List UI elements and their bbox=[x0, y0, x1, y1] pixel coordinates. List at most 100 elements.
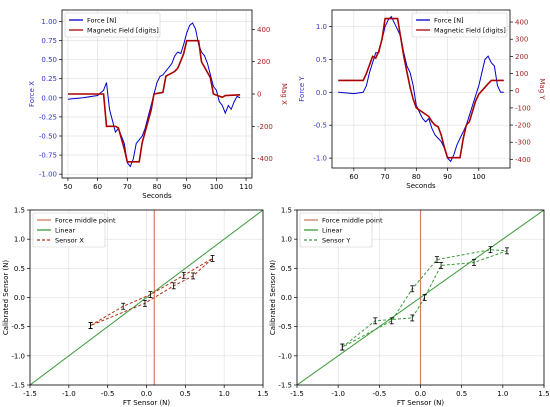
x-tick-label: 90 bbox=[182, 183, 191, 191]
legend-label: Linear bbox=[322, 227, 343, 235]
y2-tick-label: -200 bbox=[257, 123, 273, 131]
series-group bbox=[30, 210, 263, 385]
series-group bbox=[338, 15, 504, 163]
x-tick-label: -1.0 bbox=[62, 390, 76, 398]
legend-label: Force [N] bbox=[434, 17, 464, 25]
x-tick-label: -1.0 bbox=[331, 390, 345, 398]
y-tick-label: 1.0 bbox=[14, 236, 25, 244]
legend-label: Sensor Y bbox=[322, 237, 350, 245]
legend: Force middle point Linear Sensor Y bbox=[299, 212, 383, 248]
legend-label: Magnetic Field [digits] bbox=[434, 27, 506, 35]
legend-label: Linear bbox=[55, 227, 76, 235]
y-tick-label: 1.00 bbox=[41, 18, 57, 26]
y-tick-label: 0.0 bbox=[316, 89, 327, 97]
y-tick-label: 0.5 bbox=[316, 56, 327, 64]
x-tick-label: -1.5 bbox=[290, 390, 304, 398]
x-tick-label: 1.5 bbox=[257, 390, 268, 398]
y2-tick-label: 100 bbox=[515, 70, 528, 78]
y-tick-label: -0.50 bbox=[39, 133, 57, 141]
x-tick-label: 60 bbox=[349, 173, 358, 181]
x-tick-label: 110 bbox=[239, 183, 252, 191]
y2-tick-label: 400 bbox=[515, 19, 528, 27]
y-axis-label: Calibrated Sensor (N) bbox=[269, 260, 277, 336]
y-tick-label: -1.0 bbox=[313, 155, 327, 163]
y2-tick-label: 0 bbox=[515, 87, 519, 95]
y2-tick-label: 200 bbox=[257, 58, 270, 66]
y-tick-label: 0.75 bbox=[41, 37, 57, 45]
x-tick-label: -0.5 bbox=[372, 390, 386, 398]
legend: Force [N] Magnetic Field [digits] bbox=[411, 12, 508, 38]
x-axis-label: FT Sensor (N) bbox=[397, 399, 445, 407]
series-line-1 bbox=[67, 39, 241, 163]
y-tick-label: -0.75 bbox=[39, 152, 57, 160]
legend-label: Sensor X bbox=[55, 237, 84, 245]
series-line-2 bbox=[90, 257, 213, 326]
x-tick-label: 70 bbox=[123, 183, 132, 191]
x-tick-label: 0.0 bbox=[141, 390, 152, 398]
chart-top-left: 50 60 70 80 90 100 110 -1.00 -0.75 -0.50 -0.25 0.00… bbox=[28, 9, 288, 200]
y-tick-label: 1.0 bbox=[281, 236, 292, 244]
legend: Force [N] Magnetic Field [digits] bbox=[64, 12, 161, 38]
x-tick-label: 1.0 bbox=[219, 390, 230, 398]
x-tick-label: 1.5 bbox=[538, 390, 549, 398]
y2-tick-label: 0 bbox=[257, 91, 261, 99]
x-tick-label: 70 bbox=[381, 173, 390, 181]
y-axis-label: Calibrated Sensor (N) bbox=[2, 260, 10, 336]
y-tick-label: 0.5 bbox=[281, 265, 292, 273]
x-tick-label: 1.0 bbox=[497, 390, 508, 398]
chart-bottom-left: -1.5 -1.0 -0.5 0.0 0.5 1.0 1.5 -1.5 -1.0 -0.5 0.0 0… bbox=[2, 207, 269, 407]
y-tick-label: 0.5 bbox=[14, 265, 25, 273]
y-tick-label: 0.25 bbox=[41, 75, 57, 83]
x-tick-label: 50 bbox=[63, 183, 72, 191]
y-tick-label: -1.5 bbox=[278, 382, 292, 390]
legend-label: Force [N] bbox=[87, 17, 117, 25]
legend-box bbox=[411, 12, 508, 38]
y2-tick-label: -100 bbox=[515, 104, 531, 112]
legend-label: Magnetic Field [digits] bbox=[87, 27, 159, 35]
series-group bbox=[67, 22, 241, 168]
x-tick-label: 100 bbox=[472, 173, 485, 181]
y2-axis-label: Mag Y bbox=[538, 78, 546, 100]
series-group bbox=[297, 210, 544, 385]
series-line-1 bbox=[30, 210, 263, 385]
chart-top-right: 60 70 80 90 100 -1.0 -0.5 0.0 0.5 1.0 -400 -300 -200… bbox=[298, 9, 546, 190]
y2-tick-label: -300 bbox=[515, 139, 531, 147]
x-tick-label: 80 bbox=[153, 183, 162, 191]
x-tick-label: 100 bbox=[210, 183, 223, 191]
x-tick-label: 60 bbox=[93, 183, 102, 191]
x-tick-label: 90 bbox=[443, 173, 452, 181]
y2-tick-label: -200 bbox=[515, 122, 531, 130]
y2-tick-label: -400 bbox=[515, 156, 531, 164]
y2-axis-label: Mag X bbox=[280, 83, 288, 105]
series-line-2 bbox=[341, 249, 508, 348]
chart-bottom-right: -1.5 -1.0 -0.5 0.0 0.5 1.0 1.5 -1.5 -1.0 -0.5 0.0 0… bbox=[269, 207, 550, 407]
x-tick-label: -1.5 bbox=[23, 390, 37, 398]
y-tick-label: -0.5 bbox=[11, 323, 25, 331]
y-tick-label: 0.00 bbox=[41, 94, 57, 102]
y-tick-label: 0.0 bbox=[281, 294, 292, 302]
y2-tick-label: 300 bbox=[515, 36, 528, 44]
legend-label: Force middle point bbox=[55, 217, 116, 225]
x-tick-label: 0.5 bbox=[456, 390, 467, 398]
legend-box bbox=[64, 12, 161, 38]
y-tick-label: -1.0 bbox=[278, 352, 292, 360]
y-tick-label: 0.0 bbox=[14, 294, 25, 302]
y-tick-label: 0.50 bbox=[41, 56, 57, 64]
y-tick-label: -0.5 bbox=[278, 323, 292, 331]
y2-tick-label: 200 bbox=[515, 53, 528, 61]
y-tick-label: -1.0 bbox=[11, 352, 25, 360]
x-axis-label: Seconds bbox=[406, 182, 436, 190]
series-line-1 bbox=[338, 17, 504, 159]
x-axis-label: FT Sensor (N) bbox=[123, 399, 171, 407]
y-tick-label: 1.5 bbox=[281, 207, 292, 215]
x-tick-label: 80 bbox=[412, 173, 421, 181]
y-tick-label: -0.5 bbox=[313, 122, 327, 130]
legend-box bbox=[299, 212, 373, 248]
y-axis-label: Force X bbox=[28, 81, 36, 107]
x-tick-label: -0.5 bbox=[101, 390, 115, 398]
y-tick-label: -0.25 bbox=[39, 113, 57, 121]
y2-tick-label: -400 bbox=[257, 155, 273, 163]
y2-tick-label: 400 bbox=[257, 26, 270, 34]
y-tick-label: -1.5 bbox=[11, 382, 25, 390]
